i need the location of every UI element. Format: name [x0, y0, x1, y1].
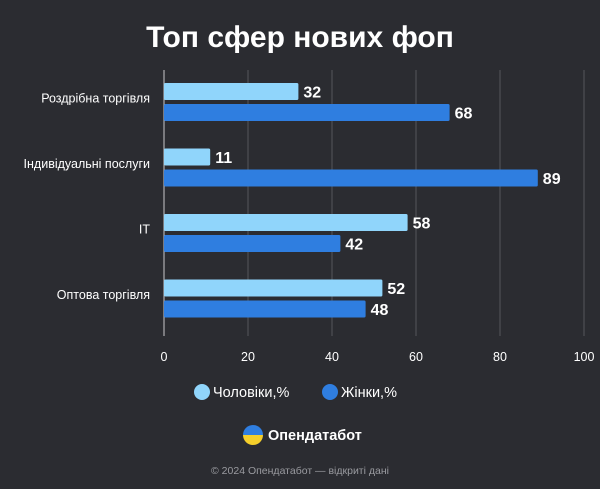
- category-label: Індивідуальні послуги: [24, 157, 150, 171]
- bar-value-label: 89: [543, 171, 561, 188]
- bar-value-label: 32: [303, 85, 321, 102]
- bar-men: [164, 83, 299, 100]
- category-label: Оптова торгівля: [57, 288, 150, 302]
- bar-men: [164, 279, 383, 297]
- category-label: Роздрібна торгівля: [41, 92, 150, 106]
- bar-women: [164, 169, 538, 187]
- bar-value-label: 58: [413, 216, 431, 233]
- brand: Опендатабот: [243, 425, 362, 445]
- x-tick-label: 0: [161, 350, 168, 364]
- legend-label: Жінки,%: [341, 385, 397, 401]
- bar-value-label: 48: [371, 302, 389, 319]
- bar-value-label: 52: [387, 281, 405, 298]
- bar-women: [164, 235, 341, 252]
- bar-men: [164, 148, 211, 166]
- legend-label: Чоловіки,%: [213, 385, 289, 401]
- bar-women: [164, 300, 366, 318]
- x-tick-label: 40: [325, 350, 339, 364]
- chart-title: Топ сфер нових фоп: [146, 21, 454, 54]
- bar-women: [164, 104, 450, 121]
- x-tick-label: 60: [409, 350, 423, 364]
- x-tick-label: 80: [493, 350, 507, 364]
- legend-marker: [194, 384, 210, 400]
- legend: Чоловіки,% Жінки,%: [194, 384, 397, 401]
- bars: 32 68 11 89 58 42 52 48: [164, 83, 561, 319]
- x-tick-label: 100: [574, 350, 595, 364]
- bar-value-label: 68: [455, 106, 473, 123]
- x-tick-label: 20: [241, 350, 255, 364]
- footer-text: © 2024 Опендатабот — відкриті дані: [211, 465, 389, 477]
- x-axis-ticks: 0 20 40 60 80 100: [161, 350, 595, 364]
- category-labels: Роздрібна торгівля Індивідуальні послуги I…: [24, 92, 151, 303]
- legend-marker: [322, 384, 338, 400]
- bar-value-label: 11: [215, 150, 232, 167]
- ukraine-flag-circle-icon: [243, 425, 263, 445]
- brand-name: Опендатабот: [268, 428, 362, 444]
- bar-men: [164, 214, 408, 231]
- category-label: IT: [139, 223, 150, 237]
- bar-value-label: 42: [345, 237, 363, 254]
